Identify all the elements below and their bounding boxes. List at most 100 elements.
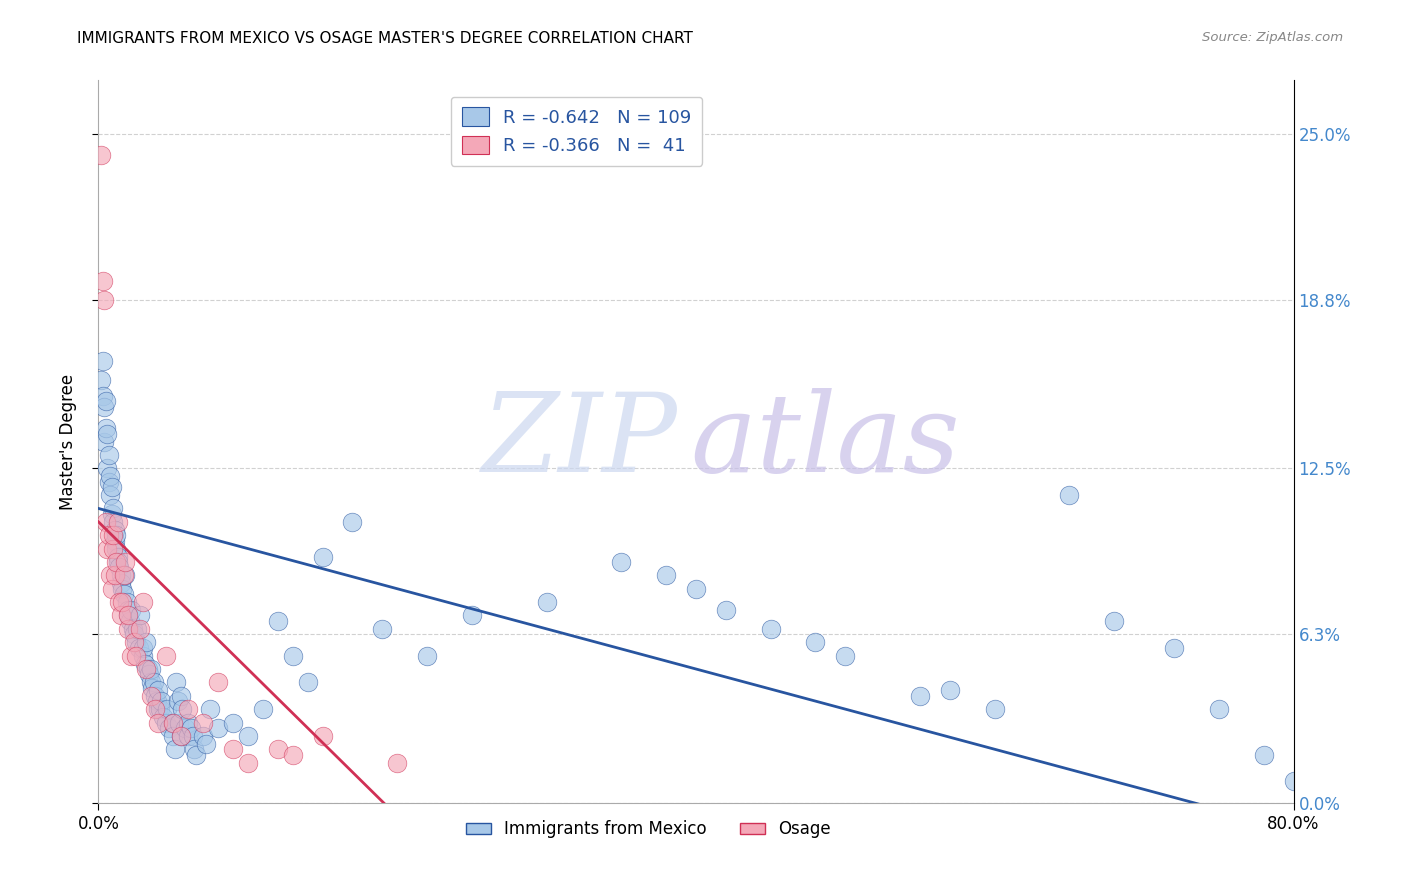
Point: [104, 568, 127, 582]
Point: [103, 528, 125, 542]
Point: [117, 603, 139, 617]
Point: [132, 648, 155, 663]
Point: [655, 568, 678, 582]
Point: [120, 603, 142, 617]
Point: [150, 694, 173, 708]
Point: [124, 627, 146, 641]
Point: [105, 528, 128, 542]
Point: [180, 721, 202, 735]
Point: [125, 635, 148, 649]
Point: [200, 702, 222, 716]
Point: [134, 657, 156, 671]
Point: [91, 354, 114, 368]
Point: [236, 729, 259, 743]
Point: [834, 648, 856, 663]
Point: [267, 614, 290, 628]
Point: [267, 742, 290, 756]
Point: [281, 648, 304, 663]
Point: [177, 715, 200, 730]
Point: [135, 635, 157, 649]
Point: [1253, 747, 1275, 762]
Point: [96, 541, 118, 556]
Point: [908, 689, 931, 703]
Point: [98, 568, 122, 582]
Point: [297, 675, 319, 690]
Point: [101, 582, 124, 596]
Point: [90, 373, 112, 387]
Point: [105, 555, 128, 569]
Text: ZIP: ZIP: [482, 388, 678, 495]
Point: [416, 648, 439, 663]
Point: [252, 702, 274, 716]
Point: [110, 576, 132, 591]
Point: [385, 756, 409, 770]
Point: [132, 640, 155, 655]
Point: [1059, 488, 1081, 502]
Point: [91, 389, 114, 403]
Point: [183, 742, 205, 756]
Point: [97, 475, 120, 489]
Point: [94, 515, 117, 529]
Text: atlas: atlas: [690, 388, 960, 495]
Point: [93, 400, 115, 414]
Point: [111, 582, 134, 596]
Point: [107, 549, 129, 564]
Point: [108, 560, 131, 574]
Point: [91, 274, 114, 288]
Point: [101, 480, 124, 494]
Point: [128, 640, 150, 655]
Point: [804, 635, 827, 649]
Point: [311, 729, 333, 743]
Point: [163, 742, 186, 756]
Point: [94, 394, 117, 409]
Y-axis label: Master's Degree: Master's Degree: [59, 374, 77, 509]
Point: [169, 729, 191, 743]
Point: [139, 675, 162, 690]
Point: [143, 689, 166, 703]
Point: [97, 528, 120, 542]
Point: [114, 568, 136, 582]
Point: [155, 648, 177, 663]
Point: [96, 461, 118, 475]
Point: [96, 426, 118, 441]
Point: [120, 648, 142, 663]
Point: [108, 595, 131, 609]
Point: [107, 555, 129, 569]
Point: [98, 488, 122, 502]
Point: [112, 587, 135, 601]
Point: [177, 702, 200, 716]
Point: [191, 715, 214, 730]
Point: [157, 721, 180, 735]
Point: [984, 702, 1007, 716]
Point: [104, 523, 127, 537]
Point: [236, 756, 259, 770]
Point: [714, 603, 737, 617]
Point: [141, 681, 163, 695]
Point: [117, 622, 139, 636]
Point: [311, 549, 333, 564]
Point: [136, 662, 159, 676]
Point: [155, 715, 177, 730]
Point: [1104, 614, 1126, 628]
Point: [93, 434, 115, 449]
Point: [167, 715, 190, 730]
Point: [207, 675, 229, 690]
Point: [685, 582, 707, 596]
Point: [118, 614, 141, 628]
Point: [156, 702, 179, 716]
Point: [145, 694, 167, 708]
Point: [162, 729, 184, 743]
Point: [342, 515, 364, 529]
Point: [94, 421, 117, 435]
Point: [169, 689, 191, 703]
Point: [222, 715, 245, 730]
Point: [105, 541, 128, 556]
Point: [536, 595, 558, 609]
Point: [107, 515, 129, 529]
Point: [112, 568, 135, 582]
Point: [125, 648, 148, 663]
Point: [90, 148, 112, 162]
Point: [127, 622, 149, 636]
Point: [149, 702, 172, 716]
Point: [138, 667, 160, 681]
